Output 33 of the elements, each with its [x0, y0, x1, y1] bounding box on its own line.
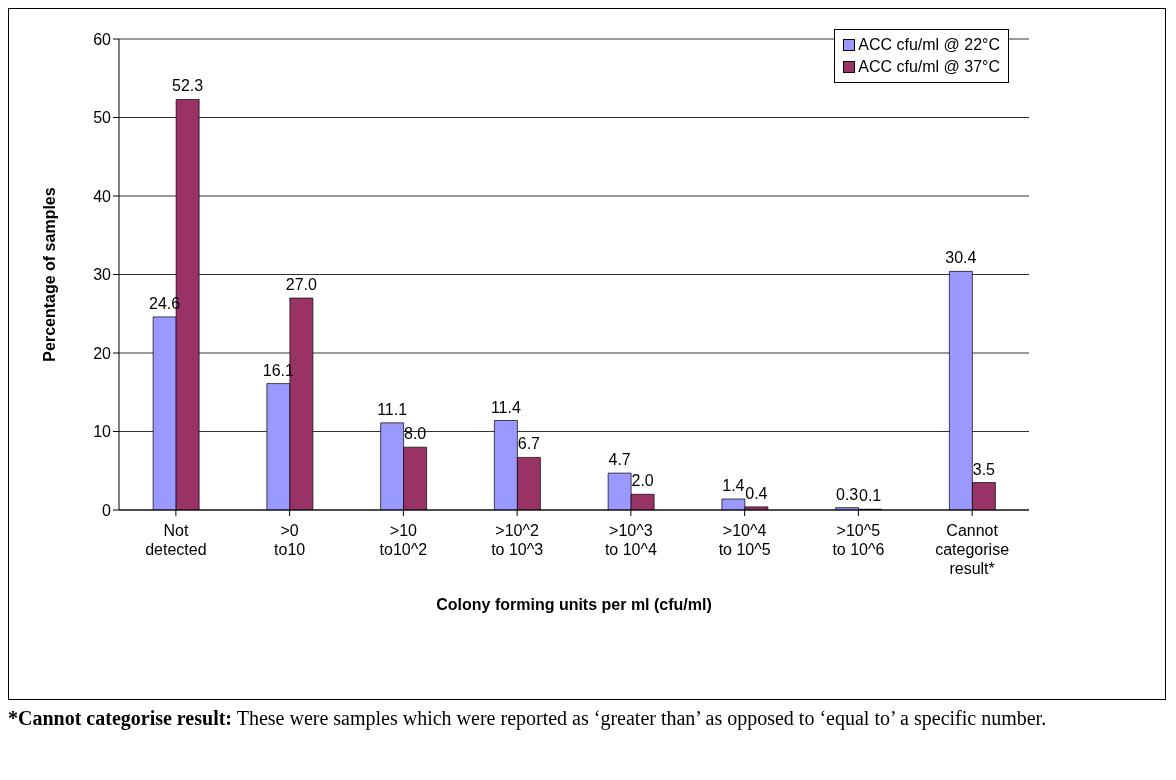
x-tick-label: >0 to10 — [274, 522, 306, 558]
y-tick-label: 30 — [93, 266, 112, 284]
data-label: 6.7 — [517, 435, 541, 453]
data-label: 11.4 — [490, 398, 521, 416]
data-label: 3.5 — [972, 460, 996, 478]
legend-label: ACC cfu/ml @ 37°C — [858, 57, 1000, 77]
data-label: 2.0 — [631, 472, 654, 490]
data-label: 4.7 — [608, 451, 631, 469]
y-tick-label: 50 — [93, 109, 112, 127]
y-tick-label: 10 — [93, 423, 112, 441]
data-label: 0.1 — [859, 487, 882, 505]
y-tick-label: 40 — [93, 187, 112, 205]
data-label: 0.3 — [836, 485, 859, 503]
x-tick-label: >10^2 to 10^3 — [491, 522, 544, 558]
x-tick-label: Not detected — [145, 522, 207, 558]
data-label: 27.0 — [285, 276, 318, 294]
legend-label: ACC cfu/ml @ 22°C — [858, 35, 1000, 55]
x-tick-label: Cannot categorise result* — [935, 522, 1010, 577]
x-tick-label: >10^4 to 10^5 — [718, 522, 771, 558]
data-label: 30.4 — [945, 249, 977, 267]
x-axis-title: Colony forming units per ml (cfu/ml) — [436, 596, 712, 613]
x-tick-label: >10^3 to 10^4 — [604, 522, 657, 558]
text: *Cannot categorise result: These were samples which were reported as ‘greater than’ as opposed to ‘equal to’ a specific number. — [8, 706, 1048, 730]
x-tick-label: >10 to10^2 — [379, 522, 428, 558]
y-tick-label: 20 — [93, 344, 112, 362]
data-label: 0.4 — [745, 484, 768, 502]
y-tick-label: 60 — [93, 30, 112, 48]
data-label: 11.1 — [377, 400, 408, 418]
y-axis-title: Percentage of samples — [40, 187, 58, 362]
y-tick-label: 0 — [102, 501, 112, 519]
data-label: 52.3 — [172, 77, 204, 95]
data-label: 1.4 — [722, 477, 745, 495]
x-tick-label: >10^5 to 10^6 — [832, 522, 885, 558]
